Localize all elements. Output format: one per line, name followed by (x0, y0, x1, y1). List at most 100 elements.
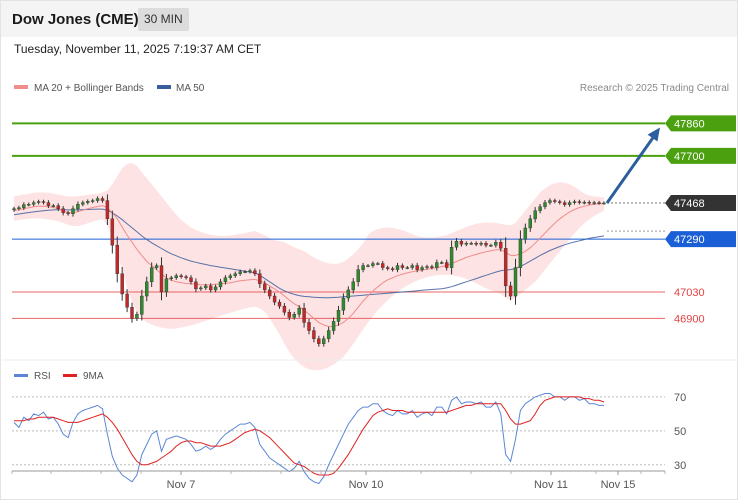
candle-body (513, 267, 518, 297)
candle-body (228, 275, 233, 278)
candle-body (543, 202, 547, 207)
candle-body (194, 281, 198, 290)
candle-body (258, 273, 262, 285)
candle-body (36, 201, 41, 203)
candle-body (528, 218, 532, 229)
candle-body (454, 240, 459, 248)
candle-body (405, 267, 410, 269)
candle-body (277, 301, 282, 307)
candle-body (110, 218, 115, 246)
level-label-47860: 47860 (674, 118, 705, 130)
candle-body (503, 248, 508, 287)
candle-body (415, 265, 419, 270)
candle-body (208, 285, 213, 291)
candle-body (449, 247, 454, 268)
legend-label-ma50: MA 50 (176, 83, 205, 94)
candle-body (351, 281, 355, 291)
candle-body (130, 307, 134, 319)
candle-body (562, 202, 567, 205)
candle-body (558, 201, 562, 203)
candle-body (548, 200, 552, 203)
candle-body (199, 287, 203, 290)
forecast-arrow-shaft (605, 132, 658, 204)
candle-body (484, 243, 488, 246)
candle-body (469, 243, 473, 245)
candle-body (376, 263, 380, 265)
candle-body (263, 283, 267, 291)
candle-body (145, 281, 149, 297)
time-tick-label: Nov 15 (601, 479, 636, 491)
candle-body (533, 210, 537, 220)
candle-body (81, 202, 85, 205)
legend-swatch-ma20 (14, 85, 28, 89)
chart-timestamp: Tuesday, November 11, 2025 7:19:37 AM CE… (14, 42, 262, 56)
level-label-47290: 47290 (674, 234, 705, 246)
candle-body (499, 242, 503, 249)
candle-body (597, 202, 601, 204)
time-tick-label: Nov 7 (167, 479, 196, 491)
candle-body (592, 202, 596, 204)
candle-body (385, 267, 390, 269)
candle-body (95, 198, 100, 201)
candle-body (371, 263, 375, 266)
candle-body (302, 308, 306, 323)
candle-body (331, 321, 336, 331)
candle-body (292, 314, 296, 318)
legend-label-ma20: MA 20 + Bollinger Bands (34, 83, 144, 94)
rsi-tick-label-70: 70 (674, 392, 686, 404)
rsi-panel: 70 50 30 (12, 392, 686, 485)
candle-body (346, 289, 351, 299)
candle-body (312, 330, 316, 339)
candle-body (164, 278, 169, 293)
candle-body (218, 281, 223, 288)
candle-body (238, 271, 242, 274)
candle-body (602, 202, 606, 205)
candle-body (282, 305, 287, 313)
candle-body (479, 243, 483, 245)
candle-body (179, 275, 183, 277)
candle-body (474, 243, 478, 245)
candle-body (572, 201, 577, 203)
candle-body (341, 297, 346, 311)
candle-body (390, 268, 395, 270)
candle-body (553, 200, 557, 202)
candle-body (233, 273, 237, 276)
candle-body (272, 295, 277, 303)
candle-body (213, 286, 218, 291)
candle-body (420, 267, 424, 270)
candle-body (317, 338, 321, 344)
candle-body (56, 205, 60, 209)
time-axis: Nov 7 Nov 10 Nov 11 Nov 15 (11, 470, 666, 491)
candle-body (204, 285, 208, 289)
legend-swatch-9ma (63, 374, 77, 377)
candle-body (223, 277, 228, 283)
candle-body (587, 201, 591, 204)
level-label-47030: 47030 (674, 287, 705, 299)
candle-body (86, 201, 90, 203)
level-tag-47290 (665, 231, 736, 248)
level-label-47700: 47700 (674, 151, 705, 163)
legend-swatch-ma50 (157, 85, 171, 89)
candle-body (154, 265, 159, 268)
candle-body (518, 238, 523, 268)
timeframe-badge[interactable]: 30 MIN (138, 8, 189, 31)
candle-body (381, 263, 385, 268)
candle-body (395, 265, 400, 270)
candle-body (159, 265, 164, 293)
candle-body (297, 308, 301, 315)
rsi-line (13, 393, 604, 485)
candle-body (90, 200, 95, 202)
candle-body (440, 262, 444, 264)
candle-body (430, 266, 434, 268)
watermark: Research © 2025 Trading Central (580, 83, 729, 94)
candle-body (567, 202, 572, 205)
candle-body (459, 240, 464, 245)
candle-body (71, 208, 75, 214)
candle-body (361, 265, 365, 270)
rsi-tick-label-30: 30 (674, 460, 686, 472)
candle-body (577, 201, 582, 203)
candle-body (322, 338, 326, 344)
candle-body (253, 270, 257, 274)
